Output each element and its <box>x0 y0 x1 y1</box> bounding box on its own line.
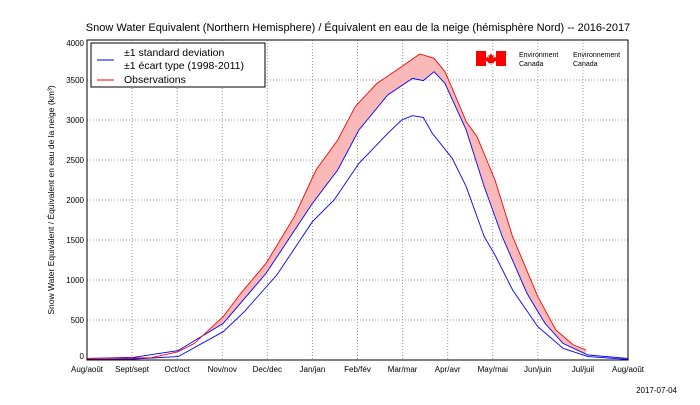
logo-text-fr: Environnement Canada <box>573 52 620 68</box>
x-tick-label: Mar/mar <box>388 365 418 374</box>
date-stamp: 2017-07-04 <box>636 386 677 395</box>
x-tick-label: Feb/fév <box>344 365 371 374</box>
x-tick-label: Jul/juil <box>572 365 594 374</box>
legend-label-observations: Observations <box>124 74 186 86</box>
y-tick-label: 2500 <box>66 156 84 165</box>
y-ticks: 0 500 1000 1500 2000 2500 3000 3500 4000 <box>66 39 84 361</box>
legend-label-std-en: ±1 standard deviation <box>124 47 224 59</box>
y-tick-label: 1000 <box>66 276 84 285</box>
y-tick-label: 2000 <box>66 196 84 205</box>
x-tick-label: Aug/août <box>612 365 645 374</box>
x-tick-label: May/mai <box>478 365 508 374</box>
y-axis-label: Snow Water Equivalent / Équivalent en ea… <box>46 85 56 314</box>
x-tick-label: Jun/juin <box>524 365 552 374</box>
chart-title: Snow Water Equivalent (Northern Hemisphe… <box>86 21 630 34</box>
canada-flag-icon <box>476 51 506 66</box>
x-tick-label: Aug/août <box>71 365 104 374</box>
x-tick-label: Nov/nov <box>208 365 237 374</box>
y-tick-label: 500 <box>71 316 85 325</box>
x-tick-label: Dec/dec <box>253 365 282 374</box>
x-tick-label: Jan/jan <box>300 365 326 374</box>
x-ticks: Aug/août Sept/sept Oct/oct Nov/nov Dec/dec Ja… <box>71 365 645 374</box>
y-tick-label: 3500 <box>66 76 84 85</box>
x-tick-label: Apr/avr <box>435 365 461 374</box>
series-line-lower_std <box>86 115 629 360</box>
grid <box>86 39 629 361</box>
x-tick-label: Sept/sept <box>115 365 150 374</box>
observation-anomaly-fill <box>87 54 587 359</box>
series-line-observations <box>86 53 587 359</box>
y-tick-label: 3000 <box>66 116 84 125</box>
legend-label-std-fr: ±1 écart type (1998-2011) <box>124 60 244 72</box>
environment-canada-logo: Environment Canada Environnement Canada <box>476 51 620 68</box>
y-tick-label: 1500 <box>66 236 84 245</box>
legend: ±1 standard deviation ±1 écart type (199… <box>90 42 266 88</box>
plot-frame <box>86 39 629 361</box>
y-tick-label: 0 <box>80 352 85 361</box>
series-line-upper_std <box>86 71 629 359</box>
series-lines <box>86 53 629 360</box>
logo-text-en: Environment Canada <box>519 52 558 68</box>
x-tick-label: Oct/oct <box>164 365 190 374</box>
y-tick-label: 4000 <box>66 39 84 48</box>
